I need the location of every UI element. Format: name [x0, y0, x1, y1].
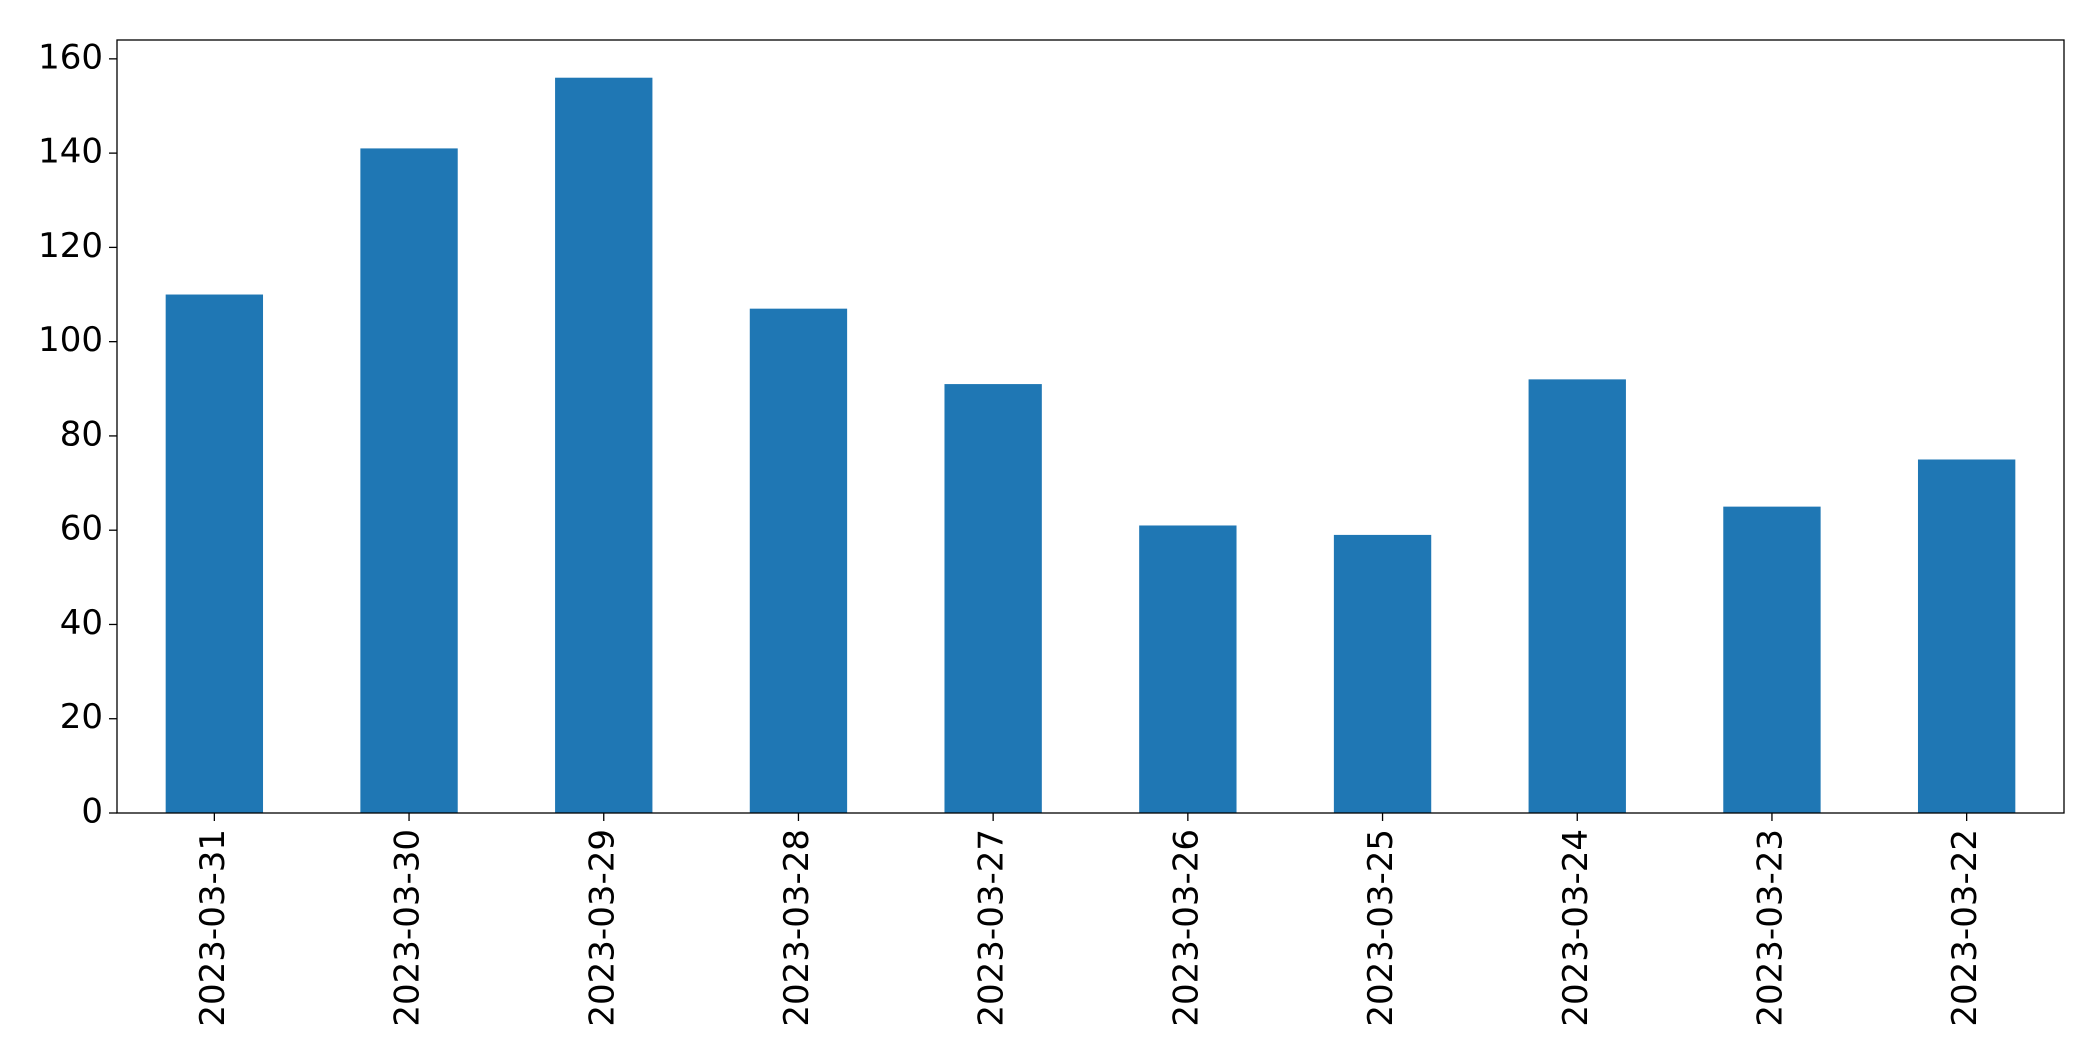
bar	[749, 308, 848, 813]
x-tick-label: 2023-03-22	[1945, 829, 1985, 1027]
y-tick-label: 0	[81, 792, 103, 832]
x-tick-label: 2023-03-30	[388, 829, 428, 1027]
y-tick-label: 60	[60, 509, 103, 549]
y-tick-label: 100	[38, 320, 103, 360]
plot-frame	[116, 39, 2065, 814]
x-tick-label: 2023-03-28	[777, 829, 817, 1027]
x-tick-label: 2023-03-29	[582, 829, 622, 1027]
x-tick-label: 2023-03-31	[193, 829, 233, 1027]
x-tick-label: 2023-03-23	[1750, 829, 1790, 1027]
bar	[1333, 534, 1432, 813]
bar	[360, 148, 458, 813]
bar	[1528, 379, 1626, 813]
y-tick-label: 140	[38, 132, 103, 172]
x-tick-label: 2023-03-26	[1166, 829, 1206, 1027]
bar	[1139, 525, 1237, 813]
x-tick-label: 2023-03-24	[1556, 829, 1596, 1027]
y-tick-label: 80	[60, 414, 103, 454]
bar	[1723, 506, 1821, 813]
x-tick-label: 2023-03-27	[972, 829, 1012, 1027]
bar	[555, 77, 653, 813]
bar	[944, 384, 1042, 813]
y-tick-label: 40	[60, 603, 103, 643]
y-tick-label: 20	[60, 697, 103, 737]
bar	[165, 294, 264, 813]
bar	[1917, 459, 2016, 813]
x-tick-label: 2023-03-25	[1361, 829, 1401, 1027]
y-tick-label: 120	[38, 226, 103, 266]
y-tick-label: 160	[38, 37, 103, 77]
